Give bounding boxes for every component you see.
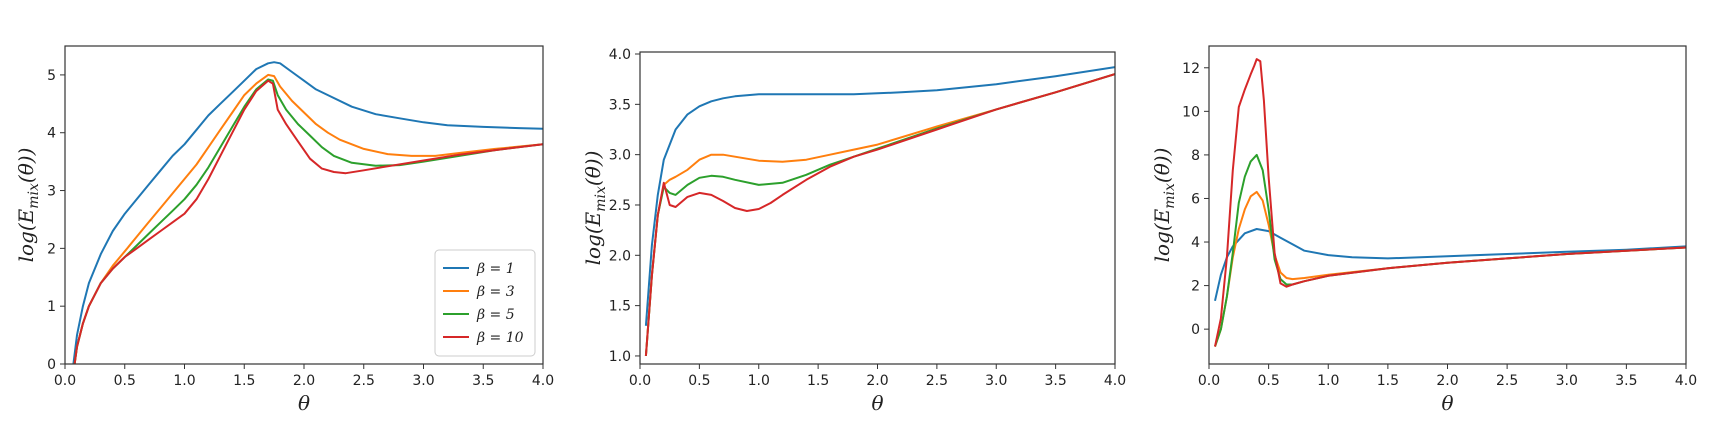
x-tick-label: 2.5 [1496, 373, 1518, 389]
plot-frame [639, 51, 1116, 365]
legend-entry-label: β = 10 [476, 330, 524, 346]
x-tick-label: 3.5 [472, 373, 494, 389]
x-tick-label: 3.0 [1556, 373, 1578, 389]
series-line-beta-10 [644, 73, 1115, 356]
series-line-beta-3 [644, 73, 1115, 356]
y-tick-label: 2 [47, 241, 56, 257]
legend-entry-label: β = 3 [476, 284, 515, 300]
series-line-beta-10 [1214, 58, 1686, 347]
x-tick-label: 1.0 [1317, 373, 1339, 389]
legend-entry-label: β = 5 [476, 307, 515, 323]
x-tick-label: 1.5 [807, 373, 829, 389]
series-line-beta-5 [644, 73, 1115, 356]
y-axis-label: log(Emix(θ)) [14, 148, 42, 263]
chart-panel-1: 0.0 0.5 1.0 1.5 2.0 2.5 3.0 3.5 4.0 0 1 2 3 4 5 θ log(Em… [14, 45, 554, 415]
plot-frame [1208, 45, 1687, 365]
y-tick-label: 3 [47, 184, 56, 200]
legend-box [434, 249, 536, 357]
y-tick-label: 12 [1182, 61, 1200, 77]
x-tick-label: 2.0 [1436, 373, 1458, 389]
x-tick-label: 0.5 [1257, 373, 1279, 389]
x-tick-label: 4.0 [532, 373, 554, 389]
x-tick-label: 1.5 [233, 373, 255, 389]
legend-entry-label: β = 1 [476, 261, 515, 277]
y-tick-label: 0 [1191, 322, 1200, 338]
x-tick-label: 3.5 [1615, 373, 1637, 389]
y-tick-label: 6 [1191, 191, 1200, 207]
series-line-beta-1 [644, 66, 1115, 326]
y-tick-label: 1 [47, 299, 56, 315]
y-axis-label: log(Emix(θ)) [581, 151, 609, 266]
x-tick-label: 4.0 [1675, 373, 1697, 389]
x-axis-label: θ [1441, 391, 1453, 415]
x-tick-label: 3.5 [1044, 373, 1066, 389]
y-tick-label: 2.0 [609, 248, 631, 264]
x-tick-label: 4.0 [1104, 373, 1126, 389]
y-tick-label: 4 [1191, 235, 1200, 251]
x-tick-label: 0.0 [54, 373, 76, 389]
x-tick-label: 1.0 [748, 373, 770, 389]
series-line-beta-1 [72, 61, 543, 364]
x-tick-label: 3.0 [412, 373, 434, 389]
y-tick-label: 3.5 [609, 97, 631, 113]
y-tick-label: 1.5 [609, 299, 631, 315]
legend: β = 1 β = 3 β = 5 β = 10 [434, 249, 536, 357]
y-tick-label: 8 [1191, 148, 1200, 164]
series-line-beta-3 [1214, 190, 1686, 347]
y-tick-label: 3.0 [609, 148, 631, 164]
y-tick-label: 1.0 [609, 349, 631, 365]
chart-panel-2: 0.0 0.5 1.0 1.5 2.0 2.5 3.0 3.5 4.0 1.0 1.5 2.0 2.5 3… [581, 47, 1126, 415]
y-tick-label: 2 [1191, 279, 1200, 295]
x-tick-label: 2.0 [866, 373, 888, 389]
x-axis-label: θ [871, 391, 883, 415]
x-tick-label: 2.5 [926, 373, 948, 389]
y-tick-label: 0 [47, 357, 56, 373]
x-tick-label: 1.0 [173, 373, 195, 389]
y-tick-label: 5 [47, 68, 56, 84]
x-tick-label: 1.5 [1377, 373, 1399, 389]
x-tick-label: 0.0 [1198, 373, 1220, 389]
y-tick-label: 10 [1182, 104, 1200, 120]
y-tick-label: 4.0 [609, 47, 631, 63]
y-axis-label: log(Emix(θ)) [1150, 148, 1178, 263]
series-line-beta-3 [73, 73, 543, 364]
series-line-beta-10 [73, 79, 543, 364]
chart-panel-3: 0.0 0.5 1.0 1.5 2.0 2.5 3.0 3.5 4.0 0 2 4 6 8 10 12 θ log… [1150, 45, 1697, 415]
x-tick-label: 0.0 [629, 373, 651, 389]
x-tick-label: 2.0 [293, 373, 315, 389]
x-tick-label: 0.5 [688, 373, 710, 389]
y-tick-label: 4 [47, 126, 56, 142]
x-tick-label: 3.0 [985, 373, 1007, 389]
x-tick-label: 0.5 [114, 373, 136, 389]
y-tick-label: 2.5 [609, 198, 631, 214]
x-axis-label: θ [298, 391, 310, 415]
series-line-beta-1 [1214, 228, 1686, 302]
x-tick-label: 2.5 [353, 373, 375, 389]
